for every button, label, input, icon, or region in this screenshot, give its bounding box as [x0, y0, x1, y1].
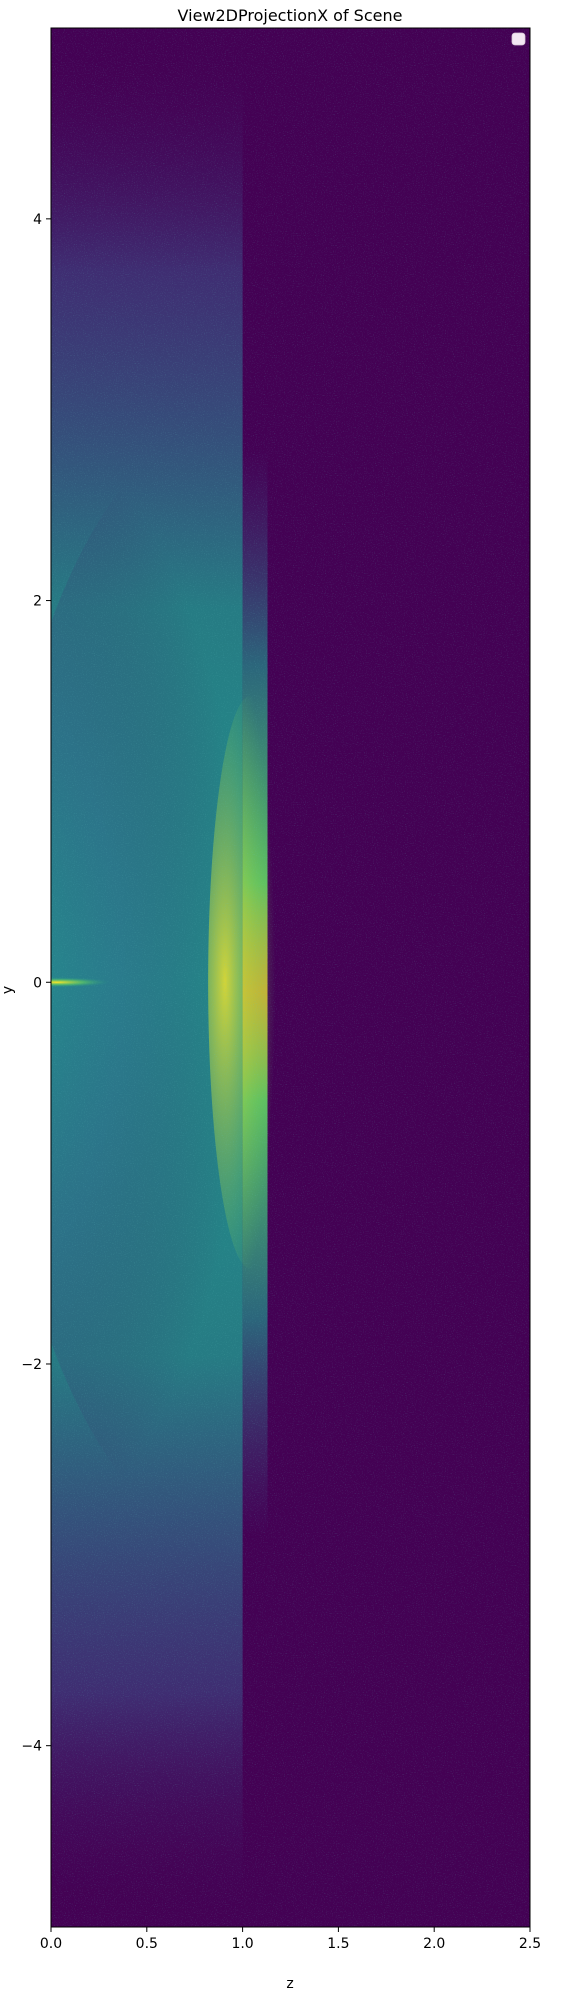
y-tick-label: 4	[33, 212, 42, 228]
chart-title: View2DProjectionX of Scene	[178, 6, 403, 25]
y-tick-label: 0	[33, 975, 42, 991]
x-tick-label: 1.0	[231, 1936, 253, 1952]
plot-frame	[50, 27, 531, 1928]
x-axis: 0.0 0.5 1.0 1.5 2.0 2.5	[40, 1927, 541, 1952]
y-tick-label: −2	[21, 1357, 42, 1373]
y-tick-label: −4	[21, 1739, 42, 1755]
x-tick-label: 0.5	[136, 1936, 158, 1952]
y-tick-label: 2	[33, 594, 42, 610]
x-axis-label: z	[286, 1976, 293, 1992]
heatmap-noise-texture	[51, 28, 530, 1927]
y-axis: −4 −2 0 2 4	[21, 212, 51, 1755]
x-tick-label: 2.5	[519, 1936, 541, 1952]
x-tick-label: 2.0	[423, 1936, 445, 1952]
legend-box	[511, 32, 526, 46]
plot-area	[51, 28, 530, 1927]
y-axis-label: y	[0, 986, 16, 994]
x-tick-label: 1.5	[327, 1936, 349, 1952]
x-tick-label: 0.0	[40, 1936, 62, 1952]
